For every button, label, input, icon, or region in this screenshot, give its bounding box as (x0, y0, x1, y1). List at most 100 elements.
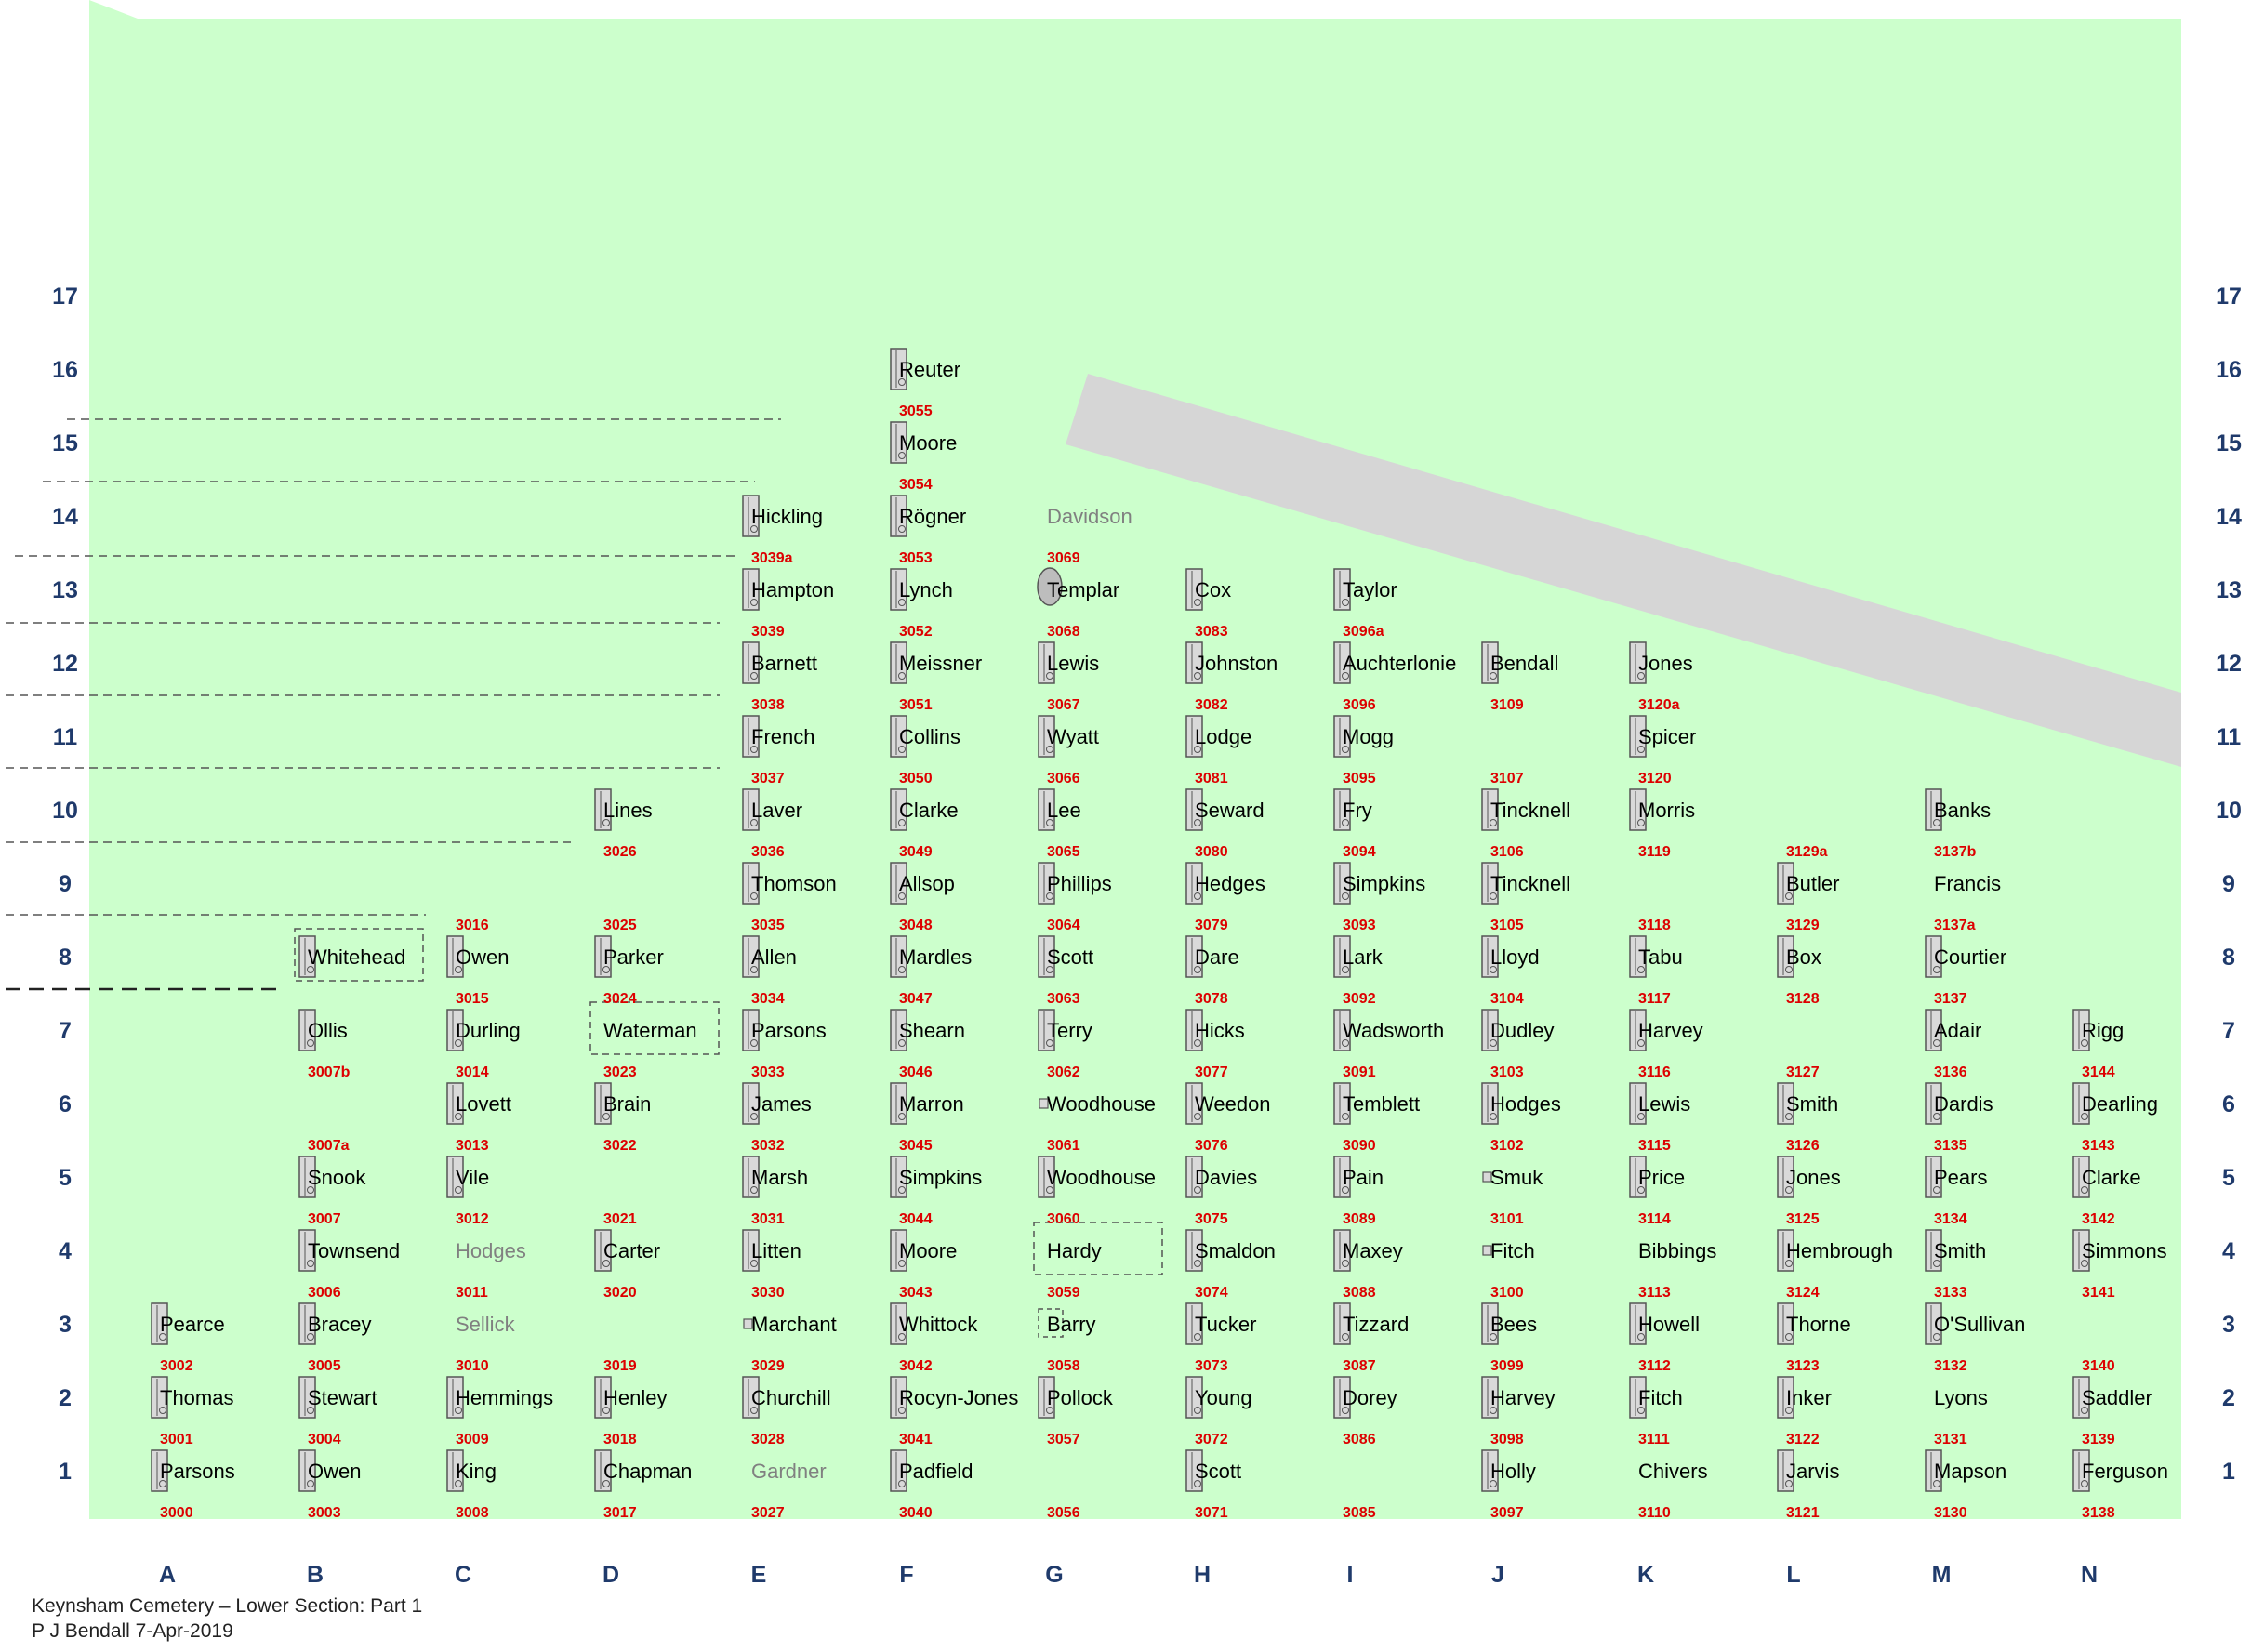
grave-name: Morris (1638, 799, 1695, 822)
headstone-vase (1637, 1186, 1645, 1194)
grave-number: 3109 (1490, 697, 1524, 713)
grave-number: 3124 (1786, 1285, 1820, 1301)
row-label-right-12: 12 (2216, 651, 2242, 677)
grave-name: Moore (899, 1239, 957, 1262)
headstone-vase (1342, 1186, 1349, 1194)
headstone-vase (1046, 1039, 1053, 1047)
headstone-vase (898, 1113, 906, 1120)
headstone-vase (1785, 966, 1793, 973)
grave-number: 3022 (603, 1138, 637, 1154)
small-marker (1482, 1171, 1492, 1183)
headstone-vase (1490, 1039, 1497, 1047)
row-label-right-16: 16 (2216, 357, 2242, 383)
headstone-vase (602, 819, 610, 826)
grave-plot: Phillips 3064 (1038, 862, 1112, 933)
grave-plot: Francis 3137a (1934, 872, 2001, 933)
plot-outline (1033, 1222, 1163, 1275)
grave-number: 3107 (1490, 771, 1524, 786)
headstone-vase (750, 1039, 758, 1047)
row-label-left-14: 14 (52, 504, 78, 530)
grave-plot: Stewart 3004 (298, 1376, 377, 1447)
grave-plot: Inker 3122 (1777, 1376, 1832, 1447)
grave-plot: Howell 3112 (1629, 1302, 1700, 1374)
grave-plot: Clarke 3142 (2072, 1156, 2141, 1227)
grave-plot: Rögner 3053 (890, 495, 966, 566)
grave-number: 3047 (899, 991, 933, 1007)
grave-name: Dare (1195, 945, 1239, 969)
headstone-vase (307, 1039, 314, 1047)
row-label-right-11: 11 (2217, 724, 2242, 750)
grave-number: 3014 (456, 1064, 489, 1080)
grave-name: Inker (1786, 1386, 1832, 1409)
grave-number: 3103 (1490, 1064, 1524, 1080)
row-label-left-3: 3 (59, 1312, 72, 1338)
column-label-i: I (1347, 1562, 1354, 1588)
grave-number: 3083 (1195, 624, 1228, 640)
grave-number: 3034 (751, 991, 785, 1007)
grave-name: Spicer (1638, 725, 1696, 748)
headstone-vase (898, 1039, 906, 1047)
headstone-vase (1785, 892, 1793, 900)
grave-plot: Hardy 3059 (1033, 1222, 1163, 1301)
row-label-right-2: 2 (2222, 1385, 2235, 1411)
grave-plot: Hemmings 3009 (446, 1376, 553, 1447)
grave-name: Sellick (456, 1313, 516, 1336)
grave-name: Woodhouse (1047, 1092, 1156, 1116)
grave-number: 3009 (456, 1432, 489, 1447)
row-label-right-6: 6 (2222, 1091, 2235, 1117)
grave-plot: 3127 (1786, 1064, 1820, 1080)
grave-number: 3042 (899, 1358, 933, 1374)
grave-number: 3079 (1195, 918, 1228, 933)
grave-number: 3091 (1343, 1064, 1376, 1080)
small-marker (1039, 1098, 1049, 1109)
grave-plot: Fitch 3111 (1629, 1376, 1683, 1447)
grave-name: Harvey (1490, 1386, 1556, 1409)
grave-name: Dorey (1343, 1386, 1397, 1409)
grave-plot: Bibbings 3113 (1638, 1239, 1716, 1301)
grave-number: 3049 (899, 844, 933, 860)
grave-number: 3134 (1934, 1211, 1967, 1227)
grave-number: 3114 (1638, 1211, 1671, 1227)
oval-headstone (1037, 567, 1063, 606)
grave-plot: 3021 (603, 1211, 637, 1227)
row-label-left-15: 15 (52, 430, 78, 456)
grave-number: 3059 (1047, 1285, 1080, 1301)
grave-plot: Brain 3022 (594, 1082, 651, 1154)
grave-number: 3128 (1786, 991, 1820, 1007)
grave-plot: Lodge 3081 (1185, 715, 1251, 786)
grave-name: Parsons (751, 1019, 827, 1042)
grave-name: Pears (1934, 1166, 1987, 1189)
headstone-vase (750, 672, 758, 680)
grave-plot: Hickling 3039a (742, 495, 823, 566)
grave-name: Woodhouse (1047, 1166, 1156, 1189)
grave-number: 3067 (1047, 697, 1080, 713)
grave-plot: Thorne 3123 (1777, 1302, 1851, 1374)
row-label-left-2: 2 (59, 1385, 72, 1411)
grave-plot: Lovett 3013 (446, 1082, 511, 1154)
grave-plot: Shearn 3046 (890, 1009, 965, 1080)
grave-plot: Gardner 3027 (751, 1460, 827, 1521)
grave-name: Lodge (1195, 725, 1251, 748)
grave-plot: Davidson 3069 (1047, 505, 1132, 566)
grave-number: 3120 (1638, 771, 1672, 786)
grave-name: Bracey (308, 1313, 371, 1336)
row-label-right-3: 3 (2222, 1312, 2235, 1338)
headstone-vase (307, 1186, 314, 1194)
headstone-vase (2081, 1480, 2088, 1487)
grave-number: 3006 (308, 1285, 341, 1301)
grave-name: Allsop (899, 872, 955, 895)
grave-plot: Lloyd 3104 (1481, 935, 1540, 1007)
headstone-vase (455, 966, 462, 973)
grave-number: 3053 (899, 550, 933, 566)
grave-plot: James 3032 (742, 1082, 812, 1154)
grave-number: 3080 (1195, 844, 1228, 860)
column-label-h: H (1194, 1562, 1211, 1588)
grave-name: Churchill (751, 1386, 831, 1409)
grave-name: Templar (1047, 578, 1119, 601)
grave-plot: Hicks 3077 (1185, 1009, 1245, 1080)
grave-name: Ferguson (2082, 1460, 2168, 1483)
grave-plot: French 3037 (742, 715, 814, 786)
grave-number: 3120a (1638, 697, 1680, 713)
grave-plot: Box 3128 (1777, 935, 1821, 1007)
grave-plot: Dorey 3086 (1333, 1376, 1397, 1447)
